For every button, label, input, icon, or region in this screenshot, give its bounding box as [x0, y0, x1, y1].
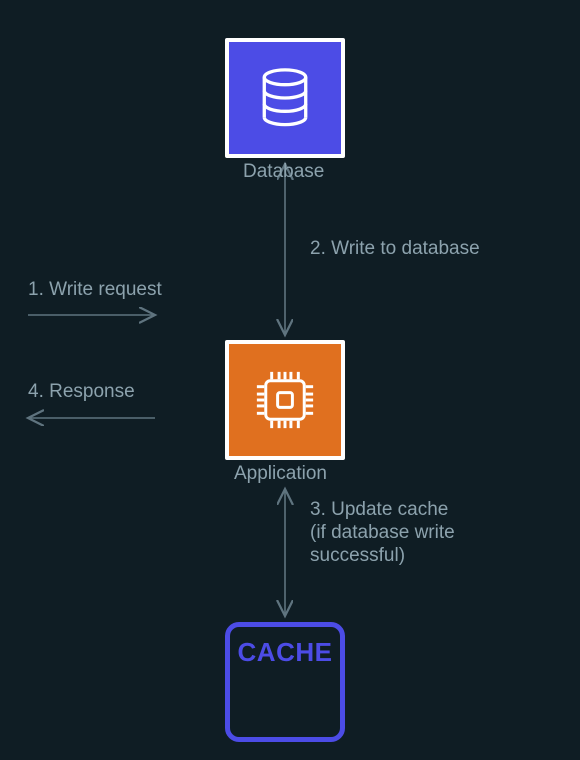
diagram-stage: 1. Write request 2. Write to database 4. R…	[0, 0, 580, 760]
edge-label-write_request: 1. Write request	[28, 278, 162, 301]
database-icon	[248, 61, 322, 135]
edge-label-update_cache: 3. Update cache (if database write succe…	[310, 498, 455, 567]
node-cache-text: CACHE	[238, 637, 333, 668]
edge-label-to_db: 2. Write to database	[310, 237, 480, 260]
node-label-database: Database	[243, 161, 324, 183]
node-application	[225, 340, 345, 460]
chip-icon	[248, 363, 322, 437]
node-database	[225, 38, 345, 158]
node-cache: CACHE	[225, 622, 345, 742]
node-label-application: Application	[234, 463, 327, 485]
edge-label-response: 4. Response	[28, 380, 135, 403]
